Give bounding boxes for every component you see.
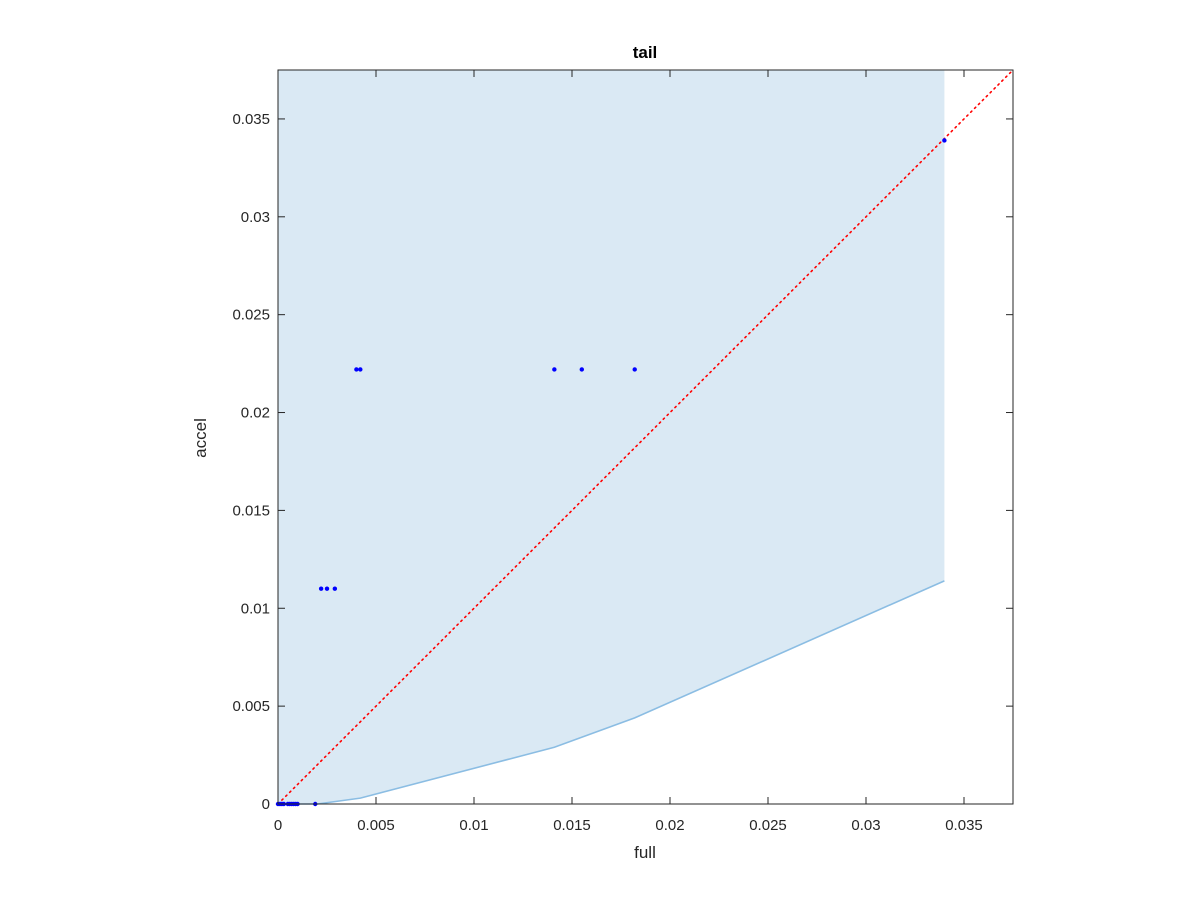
data-point xyxy=(358,367,363,372)
band-layer xyxy=(278,70,945,805)
y-tick-label: 0.03 xyxy=(241,209,270,226)
reference-line-layer xyxy=(277,69,1014,805)
data-point xyxy=(318,586,324,591)
y-tick-label: 0.025 xyxy=(232,307,270,324)
x-tick-label: 0.015 xyxy=(553,817,591,834)
y-tick-label: 0.035 xyxy=(232,111,270,128)
y-tick-label: 0.02 xyxy=(241,405,270,422)
x-tick-label: 0.035 xyxy=(945,817,983,834)
data-point xyxy=(324,586,330,591)
data-point xyxy=(942,138,947,143)
data-point xyxy=(632,367,637,372)
x-axis-label: full xyxy=(634,843,656,862)
axes-box xyxy=(277,69,1014,805)
x-tick-label: 0.01 xyxy=(459,817,488,834)
x-tick-label: 0.005 xyxy=(357,817,395,834)
ticks-layer: 0 0.005 0.01 0.015 0.02 0.025 0.03 0.035 0 0.005 0… xyxy=(232,70,1013,834)
data-point xyxy=(579,367,584,372)
band-area xyxy=(278,70,945,804)
x-tick-label: 0.03 xyxy=(851,817,880,834)
diagonal-reference-line xyxy=(277,69,1014,805)
chart-title: tail xyxy=(633,43,658,62)
axes-layer xyxy=(277,69,1014,805)
x-tick-label: 0 xyxy=(274,817,282,834)
y-tick-label: 0.01 xyxy=(241,600,270,617)
x-tick-label: 0.025 xyxy=(749,817,787,834)
y-axis-label: accel xyxy=(191,418,210,458)
x-tick-label: 0.02 xyxy=(655,817,684,834)
y-tick-label: 0.005 xyxy=(232,698,270,715)
data-point xyxy=(332,586,338,591)
y-tick-label: 0 xyxy=(262,796,270,813)
data-point xyxy=(354,367,359,372)
points-layer xyxy=(275,138,947,807)
data-point xyxy=(552,367,557,372)
y-tick-label: 0.015 xyxy=(232,502,270,519)
